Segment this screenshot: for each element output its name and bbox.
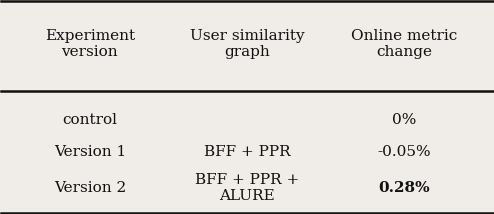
Text: 0%: 0%: [392, 113, 416, 127]
Text: BFF + PPR +
ALURE: BFF + PPR + ALURE: [195, 173, 299, 204]
Text: Version 2: Version 2: [54, 181, 126, 195]
Text: Experiment
version: Experiment version: [45, 28, 135, 59]
Text: Online metric
change: Online metric change: [351, 28, 457, 59]
Text: -0.05%: -0.05%: [377, 145, 431, 159]
Text: control: control: [62, 113, 117, 127]
Text: BFF + PPR: BFF + PPR: [204, 145, 290, 159]
Text: Version 1: Version 1: [54, 145, 126, 159]
Text: User similarity
graph: User similarity graph: [190, 28, 304, 59]
Text: 0.28%: 0.28%: [378, 181, 430, 195]
